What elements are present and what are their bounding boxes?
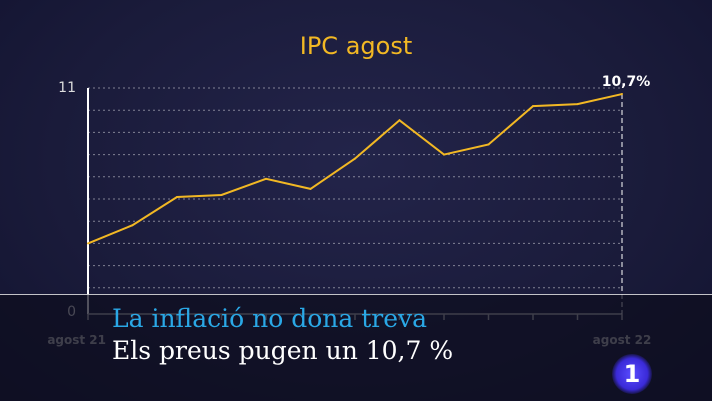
- data-point: [443, 153, 445, 156]
- end-value-label: 10,7%: [602, 74, 651, 90]
- data-point: [576, 103, 579, 106]
- data-point: [354, 157, 356, 160]
- data-point: [398, 119, 401, 122]
- channel-logo: 1: [612, 354, 652, 394]
- data-point: [621, 93, 623, 96]
- y-tick-label: 11: [58, 80, 76, 96]
- data-point: [309, 187, 312, 190]
- data-point: [532, 105, 534, 108]
- chart-title: IPC agost: [299, 32, 413, 60]
- data-point: [131, 224, 134, 227]
- data-point: [176, 195, 178, 198]
- data-point: [87, 242, 89, 245]
- data-point: [220, 193, 223, 196]
- headline: La inflació no dona treva: [112, 304, 428, 333]
- data-point: [487, 143, 490, 146]
- data-point: [265, 177, 267, 180]
- lower-third-band: [0, 294, 712, 401]
- subheadline: Els preus pugen un 10,7 %: [112, 336, 454, 365]
